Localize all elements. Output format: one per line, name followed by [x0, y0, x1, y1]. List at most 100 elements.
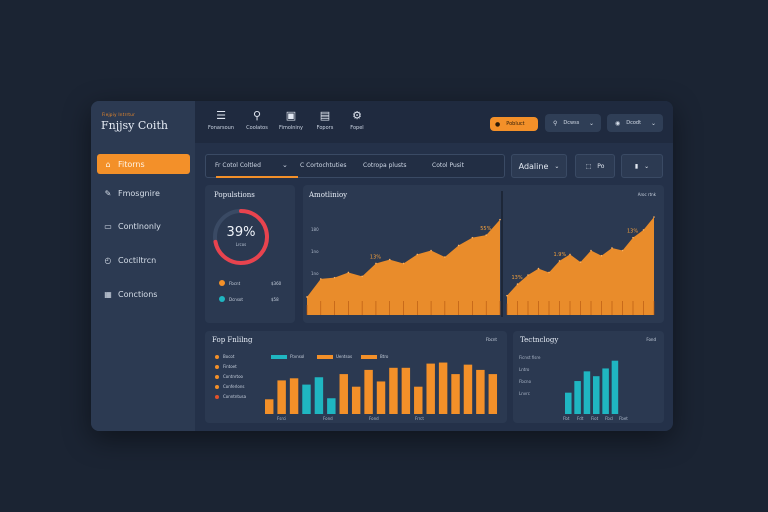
- filter-item[interactable]: Cotropa plusts: [363, 162, 407, 169]
- y-tick-label: Lnvrc: [519, 391, 530, 396]
- bar: [611, 360, 619, 414]
- tool-bookmark[interactable]: ⚲ Coolatos: [239, 109, 275, 131]
- x-tick-label: Fbcl: [605, 416, 613, 421]
- chevron-down-icon: ⌄: [644, 162, 650, 170]
- x-tick-label: Fdt: [577, 416, 584, 421]
- bar: [314, 377, 324, 414]
- orange-action-button[interactable]: ● Pobluct: [490, 117, 538, 131]
- population-legend-item: Fbcnt: [219, 280, 240, 286]
- fop-legend-item: Conferlons: [215, 384, 244, 389]
- layers-icon: ☰: [216, 109, 226, 122]
- legend-label: Dcnsot: [229, 296, 243, 302]
- y-tick-label: Lntro: [519, 367, 530, 372]
- area-point: [416, 253, 419, 256]
- bar: [574, 381, 581, 414]
- filter-item[interactable]: Cotol Pusit: [432, 162, 464, 169]
- area-annotation: 55%: [480, 226, 491, 232]
- area-point: [319, 278, 322, 280]
- export-icon: ⬚: [585, 162, 592, 170]
- x-tick-label: Fbt: [563, 416, 570, 421]
- fop-series-legend-item: Ftvnsol: [271, 354, 304, 359]
- legend-label: Contnrtoo: [223, 374, 243, 379]
- filter-item[interactable]: C Cortochtuties: [300, 162, 347, 169]
- account-dropdown[interactable]: ⚲ Dcwss ⌄: [545, 114, 601, 132]
- sidebar-item-clock[interactable]: ◴ Coctiltrcn: [97, 250, 190, 270]
- filter-item[interactable]: Fr Cotol Coltled: [215, 162, 261, 169]
- legend-label: Bocot: [223, 354, 235, 359]
- sidebar-item-label: Coctiltrcn: [118, 255, 157, 265]
- technology-corner-label: Fond: [646, 337, 656, 342]
- tool-document[interactable]: ▤ Fopors: [307, 109, 343, 131]
- bar: [438, 362, 448, 414]
- fop-series-legend-item: Btro: [361, 354, 388, 359]
- technology-bar-chart: Ficnst fisre Lntro Fbcno Lnvrc Fbt Fdt Fiot Fbc…: [519, 355, 628, 421]
- adaline-dropdown[interactable]: Adaline ⌄: [511, 154, 567, 178]
- x-tick-label: Fiot: [591, 416, 599, 421]
- settings-dropdown[interactable]: ◉ Dcodt ⌄: [607, 114, 663, 132]
- bar: [476, 369, 485, 414]
- sidebar-item-grid[interactable]: ▦ Conctions: [97, 284, 190, 304]
- bar: [289, 378, 299, 414]
- legend-label: Fintoet: [223, 364, 237, 369]
- population-percent: 39%: [226, 225, 256, 240]
- sidebar-item-home[interactable]: ⌂ Fitorns: [97, 154, 190, 174]
- sidebar-item-label: Conctions: [118, 289, 158, 299]
- fop-bar-chart: Fsrci Fond Fond Frrct: [265, 362, 498, 421]
- population-title: Populstions: [214, 191, 255, 199]
- area-point: [306, 296, 308, 298]
- area-point: [347, 271, 350, 274]
- analytics-corner-label: Aroc rtnk: [637, 192, 656, 197]
- tool-label: Fonarsoun: [207, 125, 235, 131]
- analytics-chart: 180 1no 1no 13% 55% 13% 1.9% 13%: [306, 191, 655, 317]
- area-series-2: [507, 217, 654, 315]
- bookmark-icon: ⚲: [252, 109, 262, 122]
- orange-action-label: Pobluct: [506, 121, 525, 127]
- legend-dot: [219, 280, 225, 286]
- area-point: [548, 271, 550, 274]
- sidebar-item-folder[interactable]: ▭ Contlnonly: [97, 216, 190, 236]
- view-dropdown[interactable]: ▮ ⌄: [621, 154, 663, 178]
- sidebar-item-edit[interactable]: ✎ Fmosgnire: [97, 183, 190, 203]
- technology-card: Tectnclogy Fond Ficnst fisre Lntro Fbcno Ln…: [513, 331, 664, 423]
- fop-title: Fop Fnlilng: [212, 336, 253, 344]
- tool-image[interactable]: ▣ Fimolniny: [273, 109, 309, 131]
- area-annotation: 13%: [370, 254, 381, 260]
- area-point: [499, 218, 501, 221]
- area-point: [444, 256, 446, 258]
- fop-legend-item: Bocot: [215, 354, 234, 359]
- bar: [265, 399, 274, 414]
- bar: [351, 386, 361, 414]
- area-point: [506, 294, 508, 297]
- brand-tagline: Fiejpiy Intrrtur: [102, 112, 136, 117]
- filter-bar: Fr Cotol Coltled ⌄ C Cortochtuties Cotro…: [205, 154, 505, 178]
- area-point: [527, 274, 529, 276]
- legend-swatch: [317, 354, 333, 359]
- bar: [593, 376, 600, 414]
- area-point: [471, 236, 474, 239]
- sidebar-item-label: Fitorns: [118, 159, 145, 169]
- fop-series-legend-item: Uentsos: [317, 354, 352, 359]
- legend-label: Fbcnt: [229, 280, 241, 286]
- y-tick-label: 1no: [311, 271, 319, 276]
- area-point: [333, 276, 336, 279]
- tool-label: Fopel: [350, 125, 364, 131]
- x-tick-label: Fond: [369, 416, 379, 421]
- x-tick-label: Fbet: [619, 416, 628, 421]
- account-label: Dcwss: [563, 120, 580, 126]
- chevron-down-icon: ⌄: [650, 119, 656, 127]
- legend-swatch: [271, 354, 287, 359]
- bar: [583, 371, 591, 414]
- chevron-down-icon[interactable]: ⌄: [282, 161, 288, 169]
- export-button[interactable]: ⬚ Po: [575, 154, 615, 178]
- tool-layers[interactable]: ☰ Fonarsoun: [203, 109, 239, 131]
- area-point: [579, 261, 582, 263]
- gauge-fill: [213, 209, 269, 265]
- legend-value: $360: [271, 281, 282, 286]
- area-point: [590, 249, 592, 252]
- user-icon: ◉: [615, 119, 621, 127]
- area-point: [642, 229, 645, 231]
- bar: [302, 384, 311, 414]
- tool-settings[interactable]: ⚙ Fopel: [339, 109, 375, 131]
- area-point: [632, 236, 634, 239]
- area-point: [516, 283, 519, 285]
